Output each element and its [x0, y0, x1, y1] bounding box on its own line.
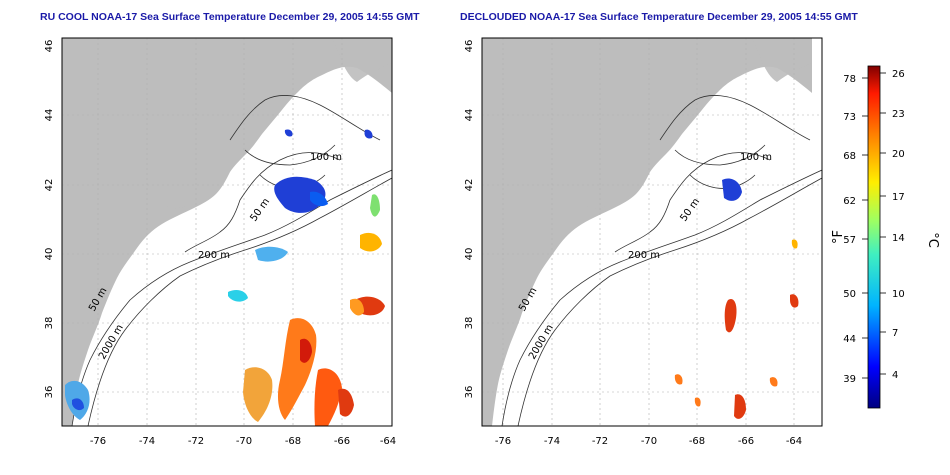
lat-tick: 36	[464, 386, 475, 399]
right-map-grid	[482, 38, 822, 426]
lat-tick: 36	[44, 386, 55, 399]
f-tick: 39	[843, 374, 856, 385]
lat-tick: 40	[464, 248, 475, 261]
f-tick: 50	[843, 289, 856, 300]
contour-label-200m: 200 m	[628, 250, 660, 261]
colorbar-c-label: °C	[925, 232, 940, 248]
colorbar-f-ticks: 78 73 68 62 57 50 44 39	[843, 74, 856, 385]
right-map-frame	[481, 37, 823, 427]
colorbar-gradient	[867, 65, 881, 409]
colorbar-f-tickmarks	[862, 77, 868, 379]
lon-tick: -70	[641, 436, 657, 447]
c-tick: 7	[892, 328, 898, 339]
f-tick: 44	[843, 334, 856, 345]
lat-tick: 46	[464, 40, 475, 53]
right-map: 100 m 50 m 200 m 50 m 2000 m -76 -74 -72…	[464, 37, 823, 447]
lat-tick: 38	[44, 317, 55, 330]
lat-tick: 42	[464, 179, 475, 192]
c-tick: 14	[892, 233, 905, 244]
contour-label-200m: 200 m	[198, 250, 230, 261]
colorbar-f-label: °F	[831, 230, 846, 244]
lat-tick: 38	[464, 317, 475, 330]
c-tick: 23	[892, 109, 905, 120]
right-map-lat-ticks: 36 38 40 42 44 46	[464, 40, 475, 399]
right-map-title: DECLOUDED NOAA-17 Sea Surface Temperatur…	[460, 11, 858, 23]
left-map-title: RU COOL NOAA-17 Sea Surface Temperature …	[40, 11, 420, 23]
lon-tick: -72	[592, 436, 608, 447]
lon-tick: -64	[786, 436, 802, 447]
lon-tick: -64	[380, 436, 396, 447]
lat-tick: 46	[44, 40, 55, 53]
lat-tick: 42	[44, 179, 55, 192]
f-tick: 73	[843, 112, 856, 123]
f-tick: 57	[843, 235, 856, 246]
left-map-lon-ticks: -76 -74 -72 -70 -68 -66 -64	[90, 436, 396, 447]
left-map-lat-ticks: 36 38 40 42 44 46	[44, 40, 55, 399]
lat-tick: 40	[44, 248, 55, 261]
lon-tick: -68	[285, 436, 301, 447]
lon-tick: -74	[139, 436, 155, 447]
lat-tick: 44	[464, 109, 475, 122]
contour-label-100m: 100 m	[310, 152, 342, 163]
lon-tick: -70	[236, 436, 252, 447]
lon-tick: -74	[544, 436, 560, 447]
lon-tick: -76	[90, 436, 106, 447]
lat-tick: 44	[44, 109, 55, 122]
right-map-sst-patches	[674, 178, 799, 419]
c-tick: 10	[892, 289, 905, 300]
f-tick: 78	[843, 74, 856, 85]
f-tick: 68	[843, 151, 856, 162]
left-map-contours	[71, 95, 392, 426]
colorbar: 78 73 68 62 57 50 44 39 26 23 20 17 14 1…	[831, 65, 940, 409]
lon-tick: -76	[495, 436, 511, 447]
c-tick: 17	[892, 192, 905, 203]
lon-tick: -66	[738, 436, 754, 447]
c-tick: 26	[892, 69, 905, 80]
contour-label-100m: 100 m	[740, 152, 772, 163]
lon-tick: -66	[334, 436, 350, 447]
colorbar-c-tickmarks	[880, 72, 886, 375]
colorbar-c-ticks: 26 23 20 17 14 10 7 4	[892, 69, 905, 381]
lon-tick: -68	[689, 436, 705, 447]
left-map-frame	[61, 37, 393, 427]
f-tick: 62	[843, 196, 856, 207]
right-map-lon-ticks: -76 -74 -72 -70 -68 -66 -64	[495, 436, 802, 447]
c-tick: 4	[892, 370, 898, 381]
lon-tick: -72	[188, 436, 204, 447]
c-tick: 20	[892, 149, 905, 160]
left-map-sst-patches	[65, 129, 385, 426]
left-map: 100 m 50 m 200 m 50 m 2000 m -76 -74 -72…	[44, 37, 396, 447]
